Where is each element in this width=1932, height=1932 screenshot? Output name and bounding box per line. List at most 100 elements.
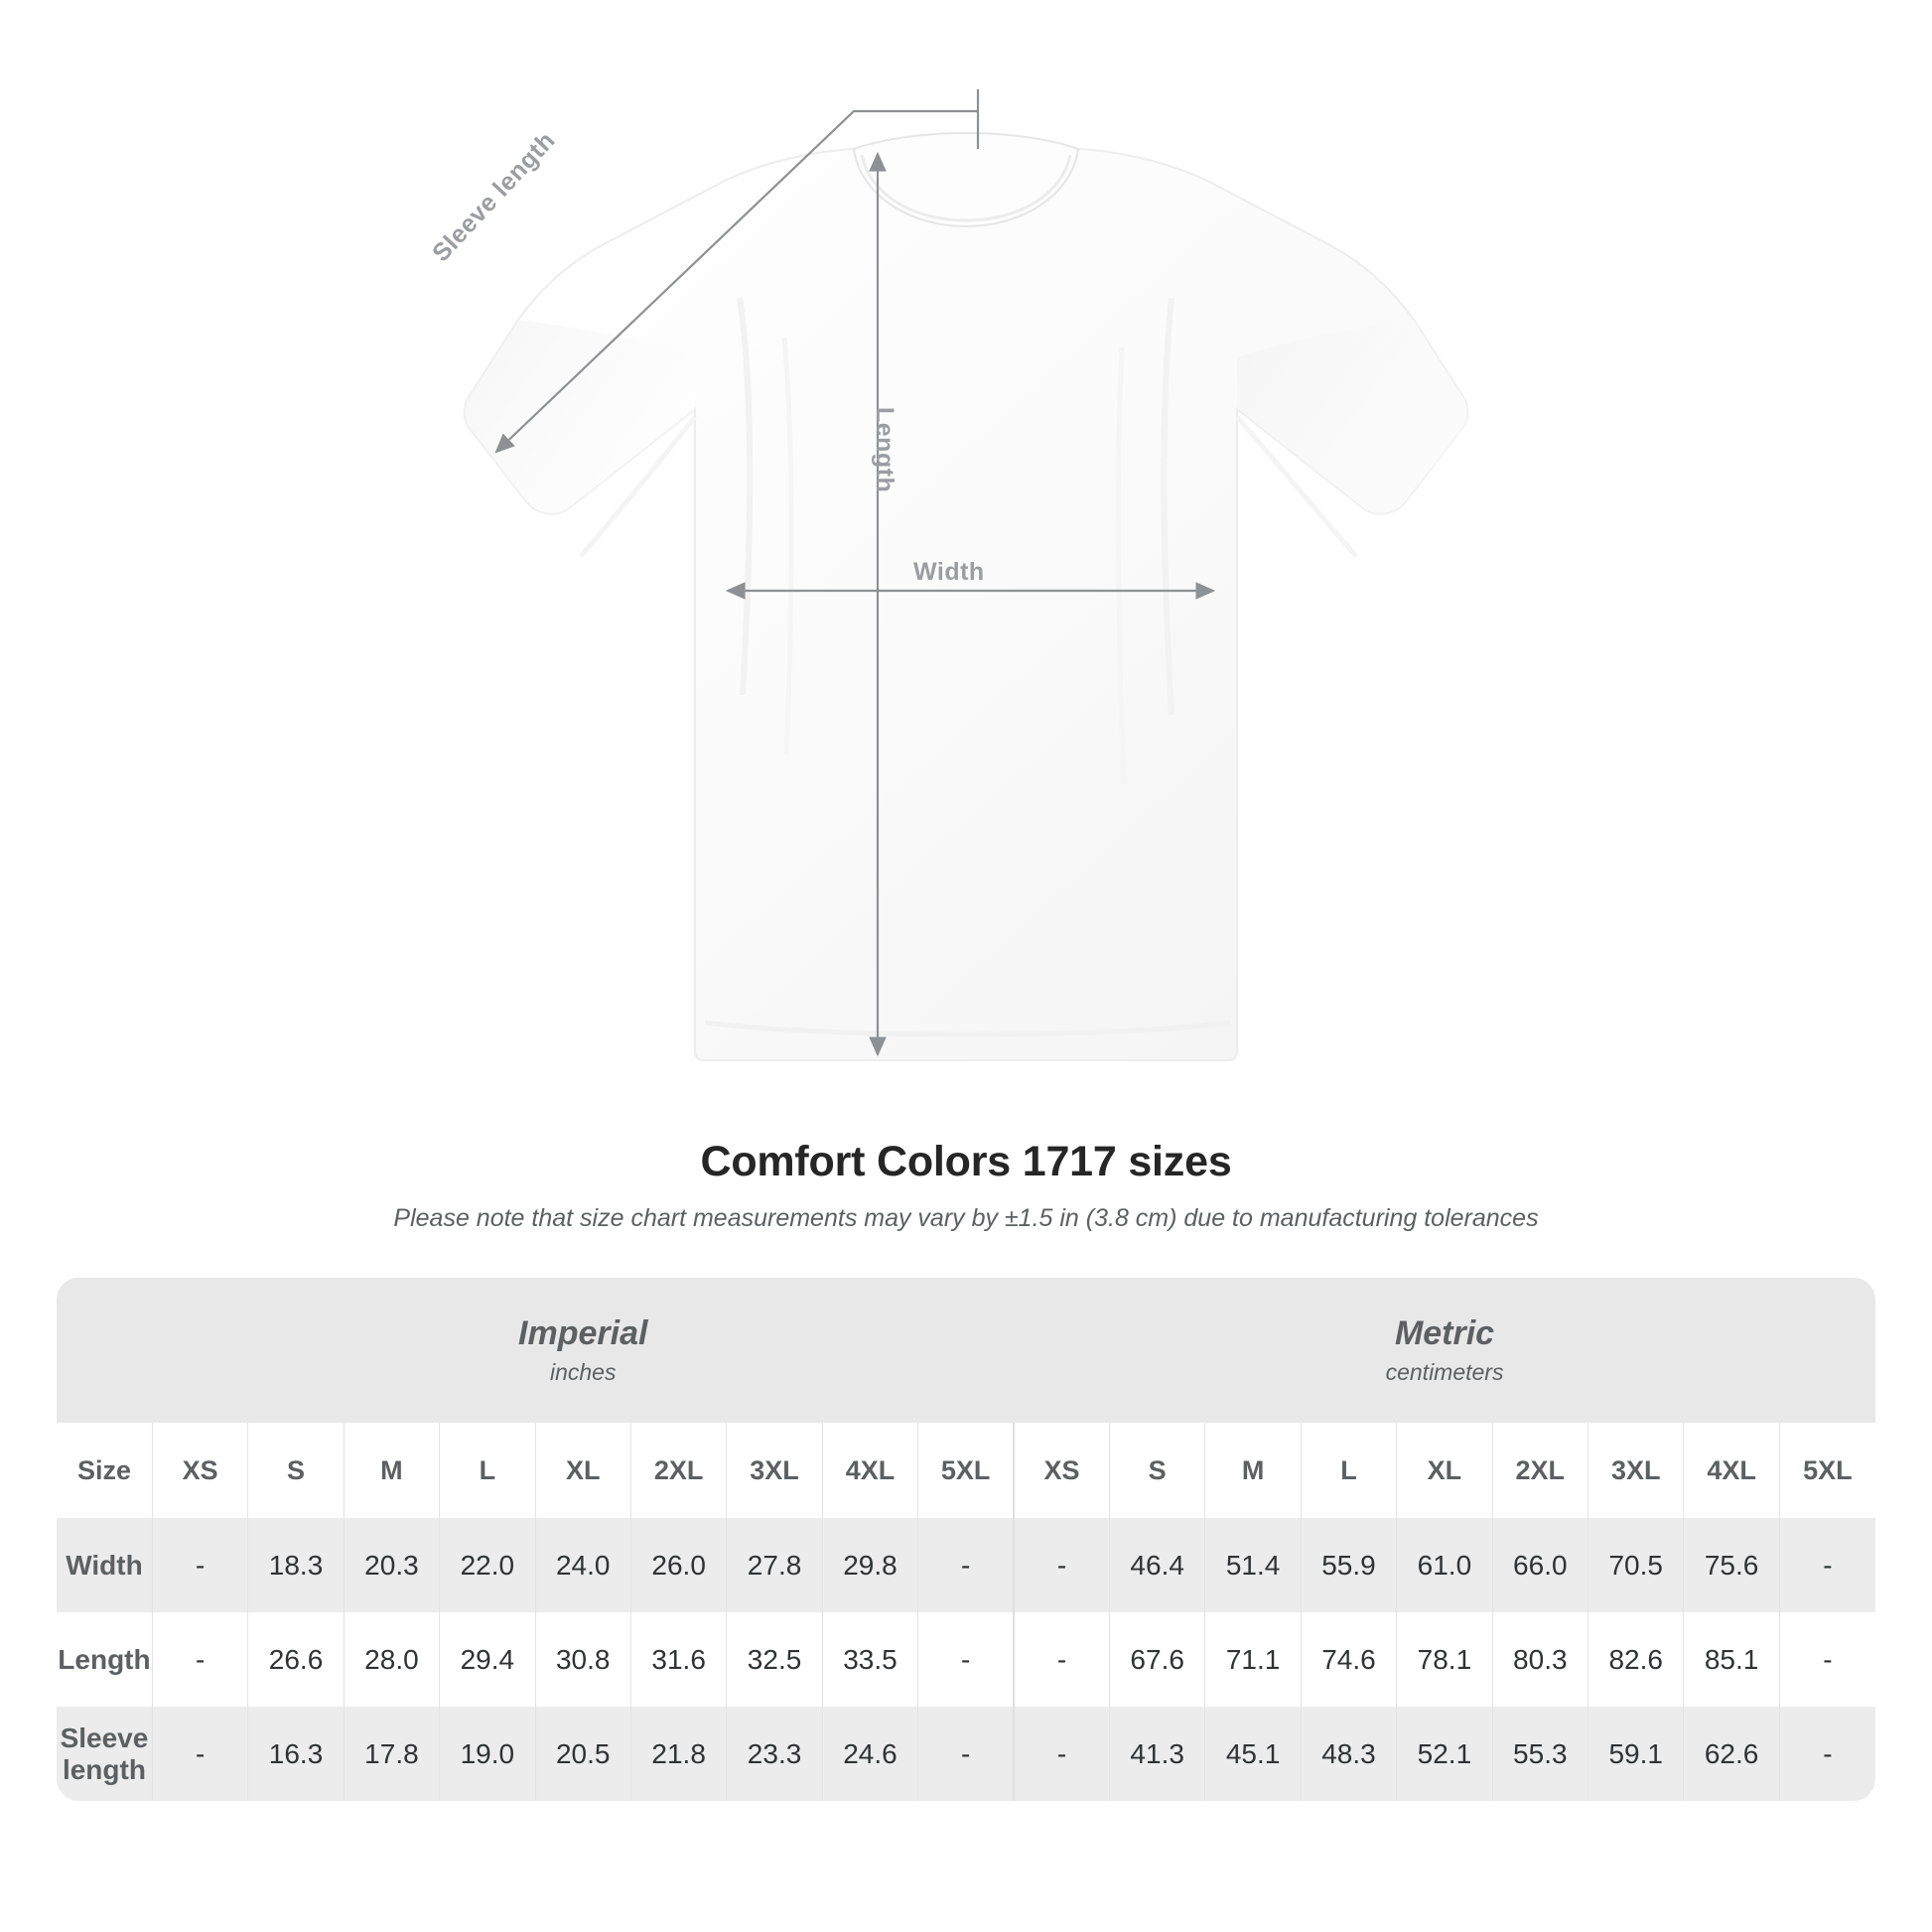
size-table-container: Imperial inches Metric centimeters Size … (57, 1278, 1875, 1801)
cell-sleeve-length-imperial-s: 16.3 (247, 1707, 345, 1801)
table-row: Length -26.6 28.0 29.4 30.8 31.6 32.5 33.5- -67… (57, 1612, 1875, 1707)
cell-width-metric-s: 46.4 (1108, 1518, 1205, 1612)
length-dimension-label: Length (871, 407, 898, 493)
size-header-metric-5xl: 5XL (1778, 1423, 1875, 1518)
size-header-imperial-m: M (343, 1423, 440, 1518)
size-header-imperial-2xl: 2XL (629, 1423, 727, 1518)
cell-sleeve-length-imperial-xl: 20.5 (534, 1707, 631, 1801)
size-header-imperial-5xl: 5XL (917, 1423, 1015, 1518)
cell-sleeve-length-metric-m: 45.1 (1204, 1707, 1302, 1801)
cell-width-metric-xl: 61.0 (1396, 1518, 1493, 1612)
table-row: Width -18.3 20.3 22.0 24.0 26.0 27.8 29.8- -46.… (57, 1518, 1875, 1612)
cell-sleeve-length-metric-xs: - (1013, 1707, 1110, 1801)
cell-length-metric-xs: - (1013, 1612, 1110, 1707)
cell-sleeve-length-imperial-5xl: - (917, 1707, 1015, 1801)
cell-width-metric-3xl: 70.5 (1587, 1518, 1684, 1612)
cell-length-metric-xl: 78.1 (1396, 1612, 1493, 1707)
size-header-imperial-s: S (247, 1423, 345, 1518)
cell-length-metric-4xl: 85.1 (1683, 1612, 1780, 1707)
size-header-metric-2xl: 2XL (1491, 1423, 1588, 1518)
unit-row-spacer (57, 1278, 153, 1423)
cell-length-imperial-4xl: 33.5 (821, 1612, 918, 1707)
unit-header-row: Imperial inches Metric centimeters (57, 1278, 1875, 1423)
unit-header-imperial: Imperial inches (152, 1278, 1015, 1423)
width-dimension-label: Width (913, 558, 985, 586)
cell-width-metric-xs: - (1013, 1518, 1110, 1612)
cell-length-metric-2xl: 80.3 (1491, 1612, 1588, 1707)
garment-diagram: Sleeve length Length Width (427, 89, 1469, 1061)
cell-sleeve-length-imperial-2xl: 21.8 (629, 1707, 727, 1801)
cell-sleeve-length-metric-3xl: 59.1 (1587, 1707, 1684, 1801)
cell-sleeve-length-imperial-l: 19.0 (439, 1707, 536, 1801)
cell-width-imperial-xl: 24.0 (534, 1518, 631, 1612)
unit-name-imperial: Imperial (518, 1313, 648, 1352)
cell-length-imperial-5xl: - (917, 1612, 1015, 1707)
cell-sleeve-length-imperial-m: 17.8 (343, 1707, 440, 1801)
size-header-imperial-l: L (439, 1423, 536, 1518)
cell-width-metric-2xl: 66.0 (1491, 1518, 1588, 1612)
cell-width-imperial-m: 20.3 (343, 1518, 440, 1612)
cell-width-metric-5xl: - (1778, 1518, 1875, 1612)
cell-width-imperial-3xl: 27.8 (726, 1518, 823, 1612)
cell-sleeve-length-imperial-4xl: 24.6 (821, 1707, 918, 1801)
size-header-imperial-4xl: 4XL (821, 1423, 918, 1518)
size-header-metric-xl: XL (1396, 1423, 1493, 1518)
cell-length-metric-m: 71.1 (1204, 1612, 1302, 1707)
cell-width-imperial-s: 18.3 (247, 1518, 345, 1612)
cell-width-metric-4xl: 75.6 (1683, 1518, 1780, 1612)
cell-sleeve-length-metric-2xl: 55.3 (1491, 1707, 1588, 1801)
cell-length-imperial-xs: - (151, 1612, 248, 1707)
size-header-metric-4xl: 4XL (1683, 1423, 1780, 1518)
cell-length-metric-s: 67.6 (1108, 1612, 1205, 1707)
cell-length-metric-3xl: 82.6 (1587, 1612, 1684, 1707)
cell-length-imperial-s: 26.6 (247, 1612, 345, 1707)
size-header-metric-l: L (1300, 1423, 1397, 1518)
cell-width-metric-l: 55.9 (1300, 1518, 1397, 1612)
unit-header-metric: Metric centimeters (1014, 1278, 1875, 1423)
cell-length-imperial-m: 28.0 (343, 1612, 440, 1707)
size-table: Imperial inches Metric centimeters Size … (57, 1278, 1875, 1801)
cell-width-imperial-l: 22.0 (439, 1518, 536, 1612)
row-label: Sleeve length (57, 1707, 153, 1801)
cell-sleeve-length-imperial-xs: - (151, 1707, 248, 1801)
cell-length-metric-l: 74.6 (1300, 1612, 1397, 1707)
cell-width-metric-m: 51.4 (1204, 1518, 1302, 1612)
cell-length-imperial-xl: 30.8 (534, 1612, 631, 1707)
cell-length-imperial-2xl: 31.6 (629, 1612, 727, 1707)
page-title: Comfort Colors 1717 sizes (700, 1138, 1232, 1185)
cell-length-imperial-3xl: 32.5 (726, 1612, 823, 1707)
cell-width-imperial-4xl: 29.8 (821, 1518, 918, 1612)
size-header-metric-s: S (1108, 1423, 1205, 1518)
cell-sleeve-length-metric-4xl: 62.6 (1683, 1707, 1780, 1801)
cell-sleeve-length-imperial-3xl: 23.3 (726, 1707, 823, 1801)
cell-length-imperial-l: 29.4 (439, 1612, 536, 1707)
size-header-metric-xs: XS (1013, 1423, 1110, 1518)
size-header-metric-m: M (1204, 1423, 1302, 1518)
size-header-imperial-3xl: 3XL (726, 1423, 823, 1518)
title-block: Comfort Colors 1717 sizes Please note th… (0, 1138, 1932, 1233)
tshirt-illustration (463, 89, 1469, 1061)
size-header-row: Size XS S M L XL 2XL 3XL 4XL 5XL XS S M L XL 2XL 3XL 4XL… (57, 1423, 1875, 1518)
tshirt-body (463, 131, 1469, 1061)
dimension-lines (494, 89, 1216, 1057)
unit-name-metric: Metric (1394, 1313, 1495, 1352)
table-row: Sleeve length -16.3 17.8 19.0 20.5 21.8 23.3 2… (57, 1707, 1875, 1801)
cell-sleeve-length-metric-l: 48.3 (1300, 1707, 1397, 1801)
size-header-metric-3xl: 3XL (1587, 1423, 1684, 1518)
size-header-label: Size (57, 1423, 153, 1518)
cell-sleeve-length-metric-5xl: - (1778, 1707, 1875, 1801)
size-header-imperial-xl: XL (534, 1423, 631, 1518)
cell-width-imperial-5xl: - (917, 1518, 1015, 1612)
row-label: Width (57, 1518, 153, 1612)
tolerance-note: Please note that size chart measurements… (393, 1204, 1539, 1232)
cell-width-imperial-2xl: 26.0 (629, 1518, 727, 1612)
cell-sleeve-length-metric-s: 41.3 (1108, 1707, 1205, 1801)
cell-sleeve-length-metric-xl: 52.1 (1396, 1707, 1493, 1801)
cell-width-imperial-xs: - (151, 1518, 248, 1612)
cell-length-metric-5xl: - (1778, 1612, 1875, 1707)
unit-sub-metric: centimeters (1385, 1359, 1504, 1386)
size-header-imperial-xs: XS (151, 1423, 248, 1518)
row-label: Length (57, 1612, 153, 1707)
unit-sub-imperial: inches (549, 1359, 617, 1386)
